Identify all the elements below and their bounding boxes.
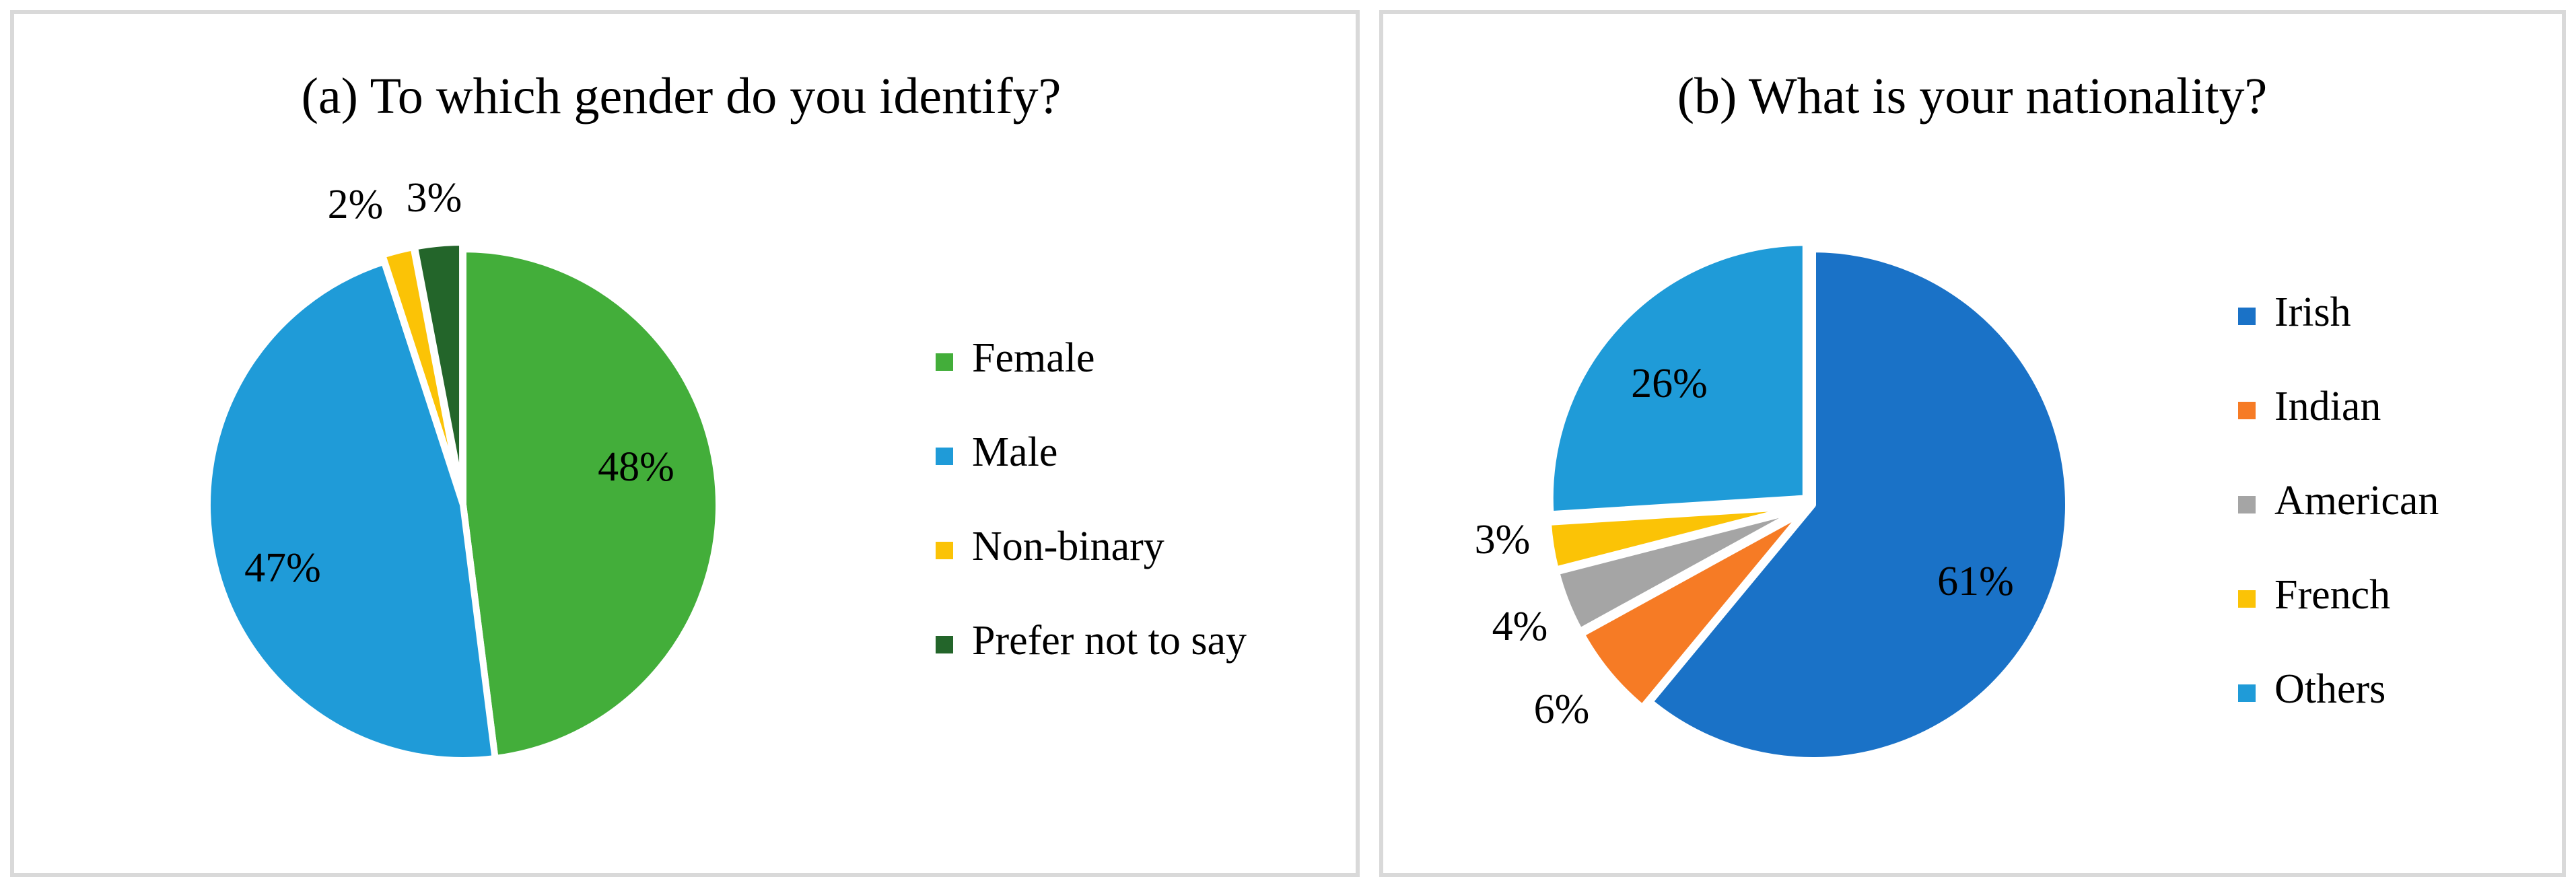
slice-label-others: 26%	[1631, 361, 1708, 406]
legend-swatch-non-binary	[936, 542, 953, 559]
pie-slice-prefer-not-to-say	[411, 239, 466, 502]
legend-swatch-male	[936, 448, 953, 465]
legend-label-prefer-not-to-say: Prefer not to say	[972, 618, 1247, 664]
legend-swatch-prefer-not-to-say	[936, 636, 953, 653]
legend-label-others: Others	[2274, 666, 2386, 712]
slice-label-irish: 61%	[1937, 559, 2014, 604]
legend-swatch-french	[2238, 590, 2256, 608]
slice-label-male: 47%	[244, 545, 321, 591]
legend-item-male: Male	[936, 429, 1057, 475]
slice-label-american: 4%	[1492, 604, 1548, 649]
chart-title-nationality: (b) What is your nationality?	[1677, 68, 2268, 125]
slice-labels-nationality: 61% 6% 4% 3% 26%	[1475, 361, 2014, 732]
pie-slice-indian	[1578, 507, 1809, 711]
legend-gender: Female Male Non-binary Prefer not to say	[936, 335, 1247, 664]
legend-item-irish: Irish	[2238, 289, 2351, 335]
pie-slice-irish	[1646, 246, 2072, 764]
legend-item-others: Others	[2238, 666, 2386, 712]
legend-item-indian: Indian	[2238, 384, 2381, 429]
slice-labels-gender: 48% 47% 2% 3%	[244, 175, 674, 591]
panel-gender: (a) To which gender do you identify? 48%…	[10, 10, 1360, 877]
legend-nationality: Irish Indian American French Others	[2238, 289, 2439, 712]
legend-item-female: Female	[936, 335, 1095, 381]
pie-slice-others	[1546, 239, 1809, 518]
slice-label-female: 48%	[598, 444, 674, 490]
pie-slice-female	[460, 246, 722, 762]
pie-nationality	[1544, 239, 2072, 764]
slice-label-prefer-not-to-say: 3%	[407, 175, 462, 221]
legend-label-irish: Irish	[2274, 289, 2351, 335]
legend-item-prefer-not-to-say: Prefer not to say	[936, 618, 1247, 664]
legend-swatch-others	[2238, 684, 2256, 702]
legend-label-american: American	[2274, 478, 2439, 524]
legend-label-female: Female	[972, 335, 1095, 381]
legend-label-indian: Indian	[2274, 384, 2381, 429]
slice-label-french: 3%	[1475, 517, 1531, 563]
slice-label-non-binary: 2%	[328, 182, 384, 227]
legend-swatch-indian	[2238, 402, 2256, 419]
legend-swatch-irish	[2238, 308, 2256, 325]
pie-slice-french	[1544, 503, 1807, 573]
panel-nationality: (b) What is your nationality? 61% 6% 4% 3% 2…	[1379, 10, 2566, 877]
legend-swatch-female	[936, 353, 953, 371]
legend-item-american: American	[2238, 478, 2439, 524]
legend-label-french: French	[2274, 572, 2390, 618]
legend-label-non-binary: Non-binary	[972, 524, 1164, 569]
chart-title-gender: (a) To which gender do you identify?	[302, 68, 1061, 125]
legend-item-french: French	[2238, 572, 2390, 618]
legend-item-non-binary: Non-binary	[936, 524, 1164, 569]
slice-label-indian: 6%	[1534, 686, 1590, 732]
pie-gender	[204, 239, 722, 764]
legend-label-male: Male	[972, 429, 1057, 475]
legend-swatch-american	[2238, 496, 2256, 513]
